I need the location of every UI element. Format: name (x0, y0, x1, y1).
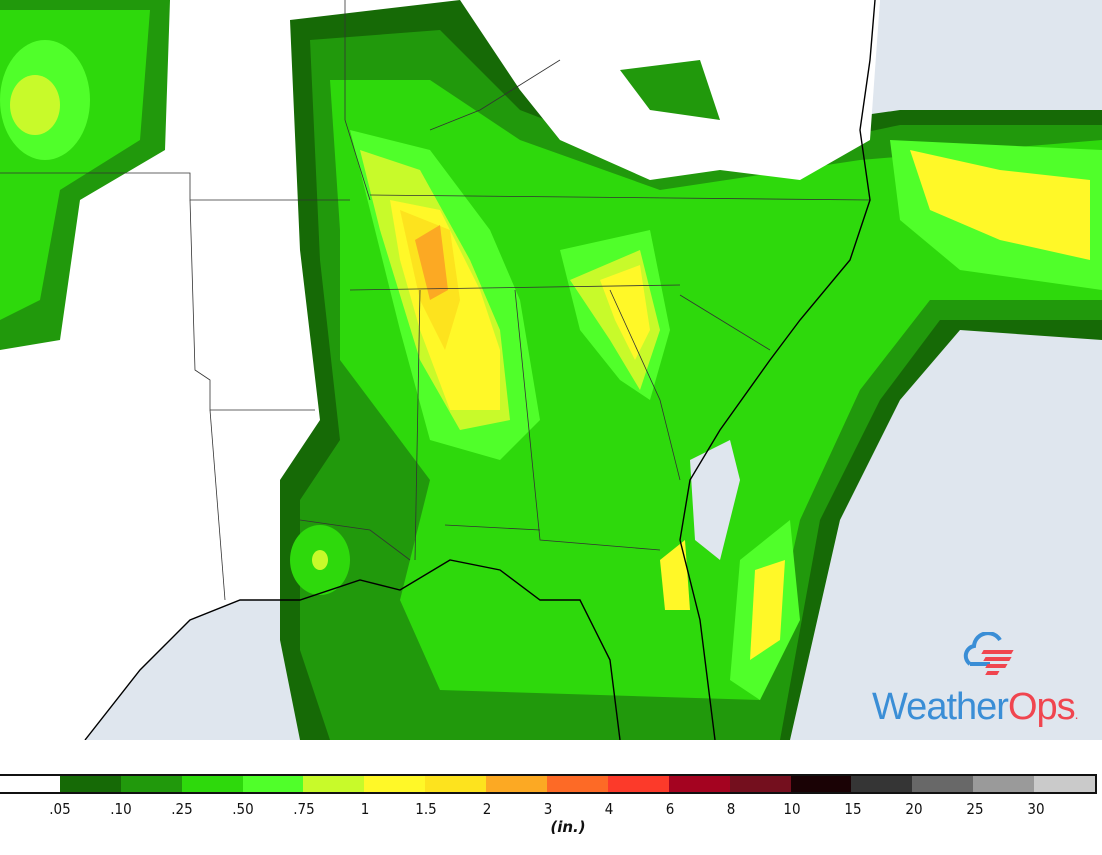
legend-tick-label: 1.5 (415, 800, 437, 818)
legend-tick-label: .10 (110, 800, 132, 818)
weatherops-logo: WeatherOps. (870, 630, 1102, 735)
coastline (84, 0, 876, 740)
legend-unit: (in.) (550, 818, 586, 836)
borders (0, 0, 871, 601)
legend-swatch (181, 776, 243, 792)
legend-swatch (303, 776, 365, 792)
legend-swatch (1034, 776, 1096, 792)
logo-text-weather: Weather (872, 686, 1009, 728)
legend-tick-label: .05 (49, 800, 71, 818)
legend-tick-label: 10 (783, 800, 801, 818)
legend-swatch (0, 776, 60, 792)
legend-swatch (790, 776, 852, 792)
legend-swatch (668, 776, 730, 792)
legend-tick-label: .75 (293, 800, 315, 818)
legend-tick-label: 6 (665, 800, 675, 818)
legend-swatch (547, 776, 608, 792)
legend-tick-label: .50 (232, 800, 254, 818)
precip-legend-bar (0, 774, 1097, 794)
legend-tick-label: 8 (726, 800, 736, 818)
legend-tick-label: 3 (543, 800, 553, 818)
legend-swatch (425, 776, 487, 792)
legend-tick-label: 15 (844, 800, 862, 818)
legend-tick-label: 30 (1027, 800, 1045, 818)
legend-swatch (912, 776, 974, 792)
legend-swatch (729, 776, 791, 792)
precip-shading (0, 0, 1102, 740)
legend-swatch (973, 776, 1035, 792)
precipitation-map (0, 0, 1102, 740)
legend-swatch (242, 776, 304, 792)
legend-swatch (120, 776, 182, 792)
legend-tick-label: 20 (905, 800, 923, 818)
legend-tick-label: .25 (171, 800, 193, 818)
logo-reg: . (1074, 706, 1079, 722)
legend-swatch (851, 776, 913, 792)
logo-text-ops: Ops (1007, 686, 1076, 728)
legend-swatch (486, 776, 548, 792)
legend-tick-label: 2 (482, 800, 492, 818)
cloud-logo-icon (963, 632, 1014, 675)
legend-swatch (364, 776, 426, 792)
legend-swatch (607, 776, 669, 792)
legend-tick-label: 4 (604, 800, 614, 818)
legend-tick-label: 1 (360, 800, 370, 818)
legend-tick-label: 25 (966, 800, 984, 818)
legend-swatch (59, 776, 121, 792)
